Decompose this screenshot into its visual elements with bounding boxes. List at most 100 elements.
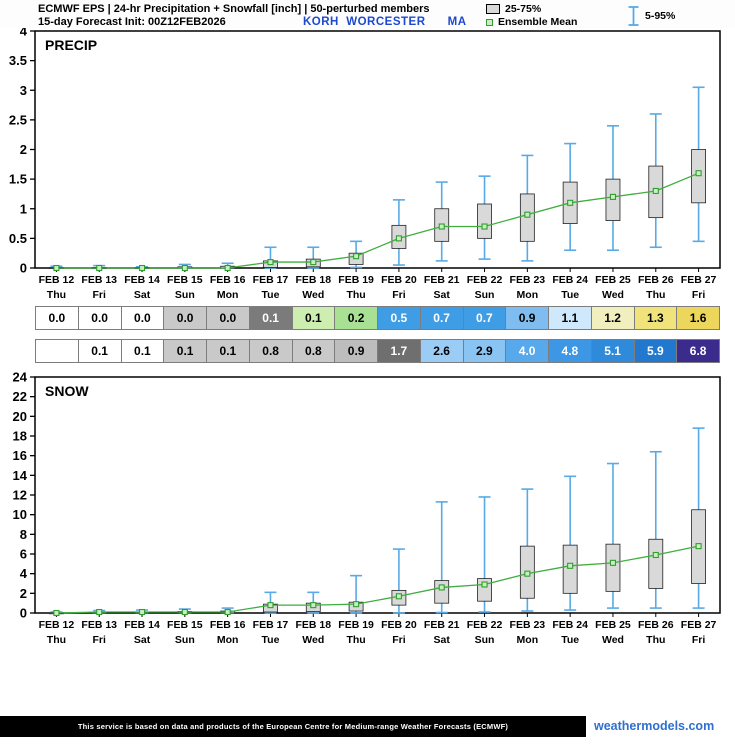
svg-text:Sat: Sat	[434, 289, 451, 301]
svg-text:4: 4	[20, 28, 28, 39]
svg-text:FEB 27: FEB 27	[681, 274, 717, 286]
table-cell: 0.0	[120, 306, 165, 330]
svg-text:0: 0	[20, 606, 27, 621]
svg-text:Wed: Wed	[602, 634, 624, 646]
svg-text:SNOW: SNOW	[45, 383, 89, 399]
svg-text:FEB 18: FEB 18	[295, 619, 331, 631]
table-cell: 0.1	[291, 306, 336, 330]
table-cell: 0.1	[120, 339, 165, 363]
svg-text:8: 8	[20, 527, 27, 542]
chart-title: ECMWF EPS | 24-hr Precipitation + Snowfa…	[38, 3, 430, 15]
disclaimer-bar: This service is based on data and produc…	[0, 716, 586, 737]
svg-text:6: 6	[20, 547, 27, 562]
svg-text:FEB 17: FEB 17	[253, 619, 289, 631]
table-cell: 0.2	[334, 306, 378, 330]
svg-text:Mon: Mon	[217, 289, 239, 301]
svg-text:FEB 26: FEB 26	[638, 274, 674, 286]
table-cell: 0.7	[419, 306, 464, 330]
table-cell: 1.1	[548, 306, 592, 330]
table-cell: 0.9	[505, 306, 549, 330]
chart-header: ECMWF EPS | 24-hr Precipitation + Snowfa…	[0, 0, 735, 28]
legend-whisker-label: 5-95%	[645, 10, 676, 22]
svg-text:3.5: 3.5	[9, 53, 27, 68]
svg-text:Sat: Sat	[434, 634, 451, 646]
svg-text:Fri: Fri	[93, 634, 107, 646]
svg-text:Mon: Mon	[517, 289, 539, 301]
svg-text:FEB 19: FEB 19	[338, 274, 374, 286]
table-cell: 1.7	[377, 339, 421, 363]
svg-text:FEB 14: FEB 14	[124, 619, 160, 631]
svg-text:1: 1	[20, 201, 27, 216]
svg-text:0.5: 0.5	[9, 231, 27, 246]
legend-box-item: 25-75%	[486, 3, 541, 15]
svg-text:Thu: Thu	[346, 634, 365, 646]
svg-text:FEB 14: FEB 14	[124, 274, 160, 286]
svg-text:FEB 24: FEB 24	[552, 274, 588, 286]
forecast-init-label: 15-day Forecast Init: 00Z12FEB2026	[38, 16, 226, 28]
table-cell: 1.6	[676, 306, 720, 330]
whisker-icon	[628, 6, 639, 26]
svg-text:2.5: 2.5	[9, 112, 27, 127]
table-cell: 0.8	[248, 339, 293, 363]
svg-text:Tue: Tue	[561, 634, 579, 646]
svg-text:Tue: Tue	[262, 634, 280, 646]
svg-text:0: 0	[20, 261, 27, 276]
svg-text:1.5: 1.5	[9, 172, 27, 187]
svg-text:FEB 22: FEB 22	[467, 619, 503, 631]
svg-text:Mon: Mon	[517, 634, 539, 646]
svg-text:FEB 13: FEB 13	[81, 274, 117, 286]
svg-text:FEB 17: FEB 17	[253, 274, 289, 286]
svg-text:FEB 16: FEB 16	[210, 274, 246, 286]
svg-text:Fri: Fri	[392, 289, 406, 301]
svg-text:FEB 27: FEB 27	[681, 619, 717, 631]
svg-text:Wed: Wed	[302, 634, 324, 646]
value-table: 0.0 0.0 0.0 0.0 0.0 0.1 0.1 0.2 0.5 0.7 0.7 0.9 1.1 1…	[35, 306, 720, 363]
legend-mean-label: Ensemble Mean	[498, 16, 578, 28]
table-cell: 0.1	[77, 339, 122, 363]
table-cell: 0.0	[206, 306, 250, 330]
svg-text:Thu: Thu	[646, 289, 665, 301]
precip-mean-row: 0.0 0.0 0.0 0.0 0.0 0.1 0.1 0.2 0.5 0.7 0.7 0.9 1.1 1…	[35, 306, 720, 330]
svg-text:FEB 12: FEB 12	[39, 274, 75, 286]
table-cell: 0.1	[163, 339, 207, 363]
svg-text:10: 10	[13, 507, 27, 522]
svg-text:FEB 23: FEB 23	[510, 619, 546, 631]
table-cell: 0.0	[77, 306, 122, 330]
table-cell: 0.0	[35, 306, 79, 330]
svg-text:Sat: Sat	[134, 634, 151, 646]
svg-text:2: 2	[20, 586, 27, 601]
table-cell: 1.3	[633, 306, 678, 330]
table-cell: 2.6	[419, 339, 464, 363]
svg-text:Wed: Wed	[302, 289, 324, 301]
table-cell: 6.8	[676, 339, 720, 363]
table-cell: 0.8	[291, 339, 336, 363]
svg-text:14: 14	[13, 468, 28, 483]
svg-text:FEB 19: FEB 19	[338, 619, 374, 631]
table-cell: 0.1	[248, 306, 293, 330]
svg-text:Tue: Tue	[262, 289, 280, 301]
precip-boxplot-chart: 0 0.5 1 1.5 2 2.5 3 3.5 4 PRECIP FEB 12 Thu FEB 13 Fr…	[9, 28, 721, 301]
svg-text:Thu: Thu	[346, 289, 365, 301]
svg-text:FEB 12: FEB 12	[39, 619, 75, 631]
svg-text:Thu: Thu	[47, 289, 66, 301]
station-id: KORH WORCESTER MA	[303, 16, 467, 28]
svg-text:FEB 23: FEB 23	[510, 274, 546, 286]
weathermodels-link[interactable]: weathermodels.com	[594, 719, 715, 733]
svg-text:FEB 20: FEB 20	[381, 274, 417, 286]
svg-text:18: 18	[13, 429, 27, 444]
legend-mean-item: Ensemble Mean	[486, 16, 577, 28]
svg-text:FEB 15: FEB 15	[167, 274, 203, 286]
table-cell	[35, 339, 79, 363]
svg-text:20: 20	[13, 409, 27, 424]
svg-text:FEB 26: FEB 26	[638, 619, 674, 631]
svg-text:3: 3	[20, 83, 27, 98]
svg-text:FEB 18: FEB 18	[295, 274, 331, 286]
svg-text:Tue: Tue	[561, 289, 579, 301]
svg-text:Fri: Fri	[392, 634, 406, 646]
table-cell: 0.0	[163, 306, 207, 330]
svg-text:Thu: Thu	[47, 634, 66, 646]
table-cell: 0.5	[377, 306, 421, 330]
svg-text:Sun: Sun	[475, 289, 495, 301]
svg-text:Sun: Sun	[475, 634, 495, 646]
